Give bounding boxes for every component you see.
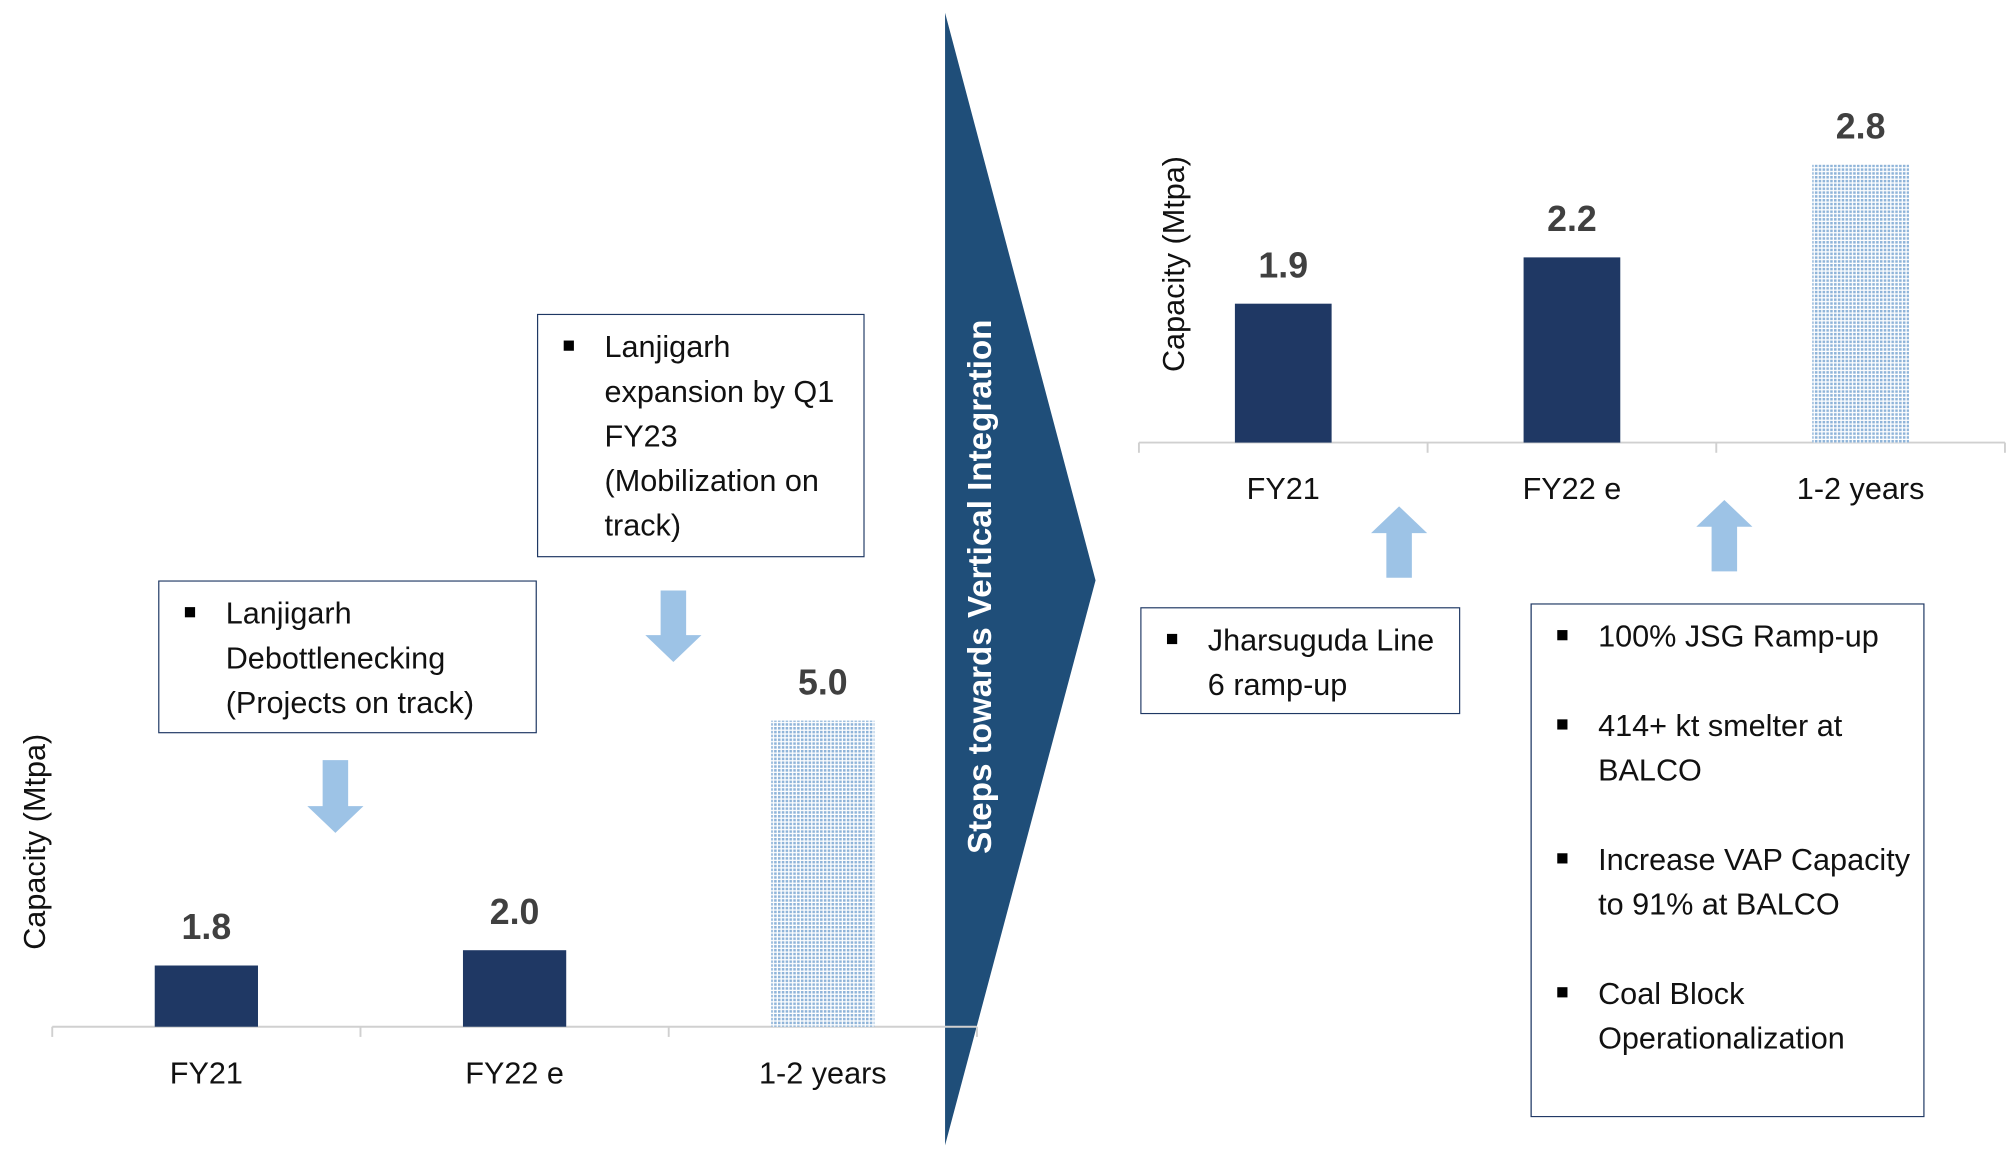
- bar: [771, 720, 875, 1027]
- y-axis-label: Capacity (Mtpa): [18, 734, 52, 950]
- banner-text: Steps towards Vertical Integration: [962, 320, 999, 854]
- banner-arrow: [945, 12, 1096, 1146]
- value-label: 2.0: [490, 892, 540, 932]
- bar: [1234, 303, 1332, 443]
- bar: [1523, 257, 1621, 443]
- x-tick-label: FY21: [1247, 472, 1320, 506]
- note-item: Increase VAP Capacity to 91% at BALCO: [1557, 838, 1913, 927]
- down-arrow: [307, 760, 364, 833]
- note-box: Jharsuguda Line 6 ramp-up: [1140, 607, 1461, 715]
- value-label: 5.0: [798, 662, 848, 702]
- note-box: Jharsuguda Line 6 ramp-up: [1140, 607, 1461, 715]
- note-box: Lanjigarh Debottlenecking (Projects on t…: [158, 580, 537, 734]
- bar: [462, 950, 567, 1027]
- y-axis-label: Capacity (Mtpa): [1157, 156, 1191, 372]
- up-arrow: [1696, 499, 1753, 572]
- value-label: 2.2: [1547, 199, 1597, 239]
- down-arrow: [645, 590, 702, 662]
- up-arrow: [1371, 506, 1428, 578]
- note-box: 100% JSG Ramp-up 414+ kt smelter at BALCO…: [1530, 603, 1925, 1118]
- note-box: 100% JSG Ramp-up 414+ kt smelter at BALCO…: [1530, 603, 1925, 1118]
- note-box: Lanjigarh expansion by Q1 FY23 (Mobiliza…: [536, 313, 865, 558]
- bar: [1812, 164, 1909, 443]
- note-item: Lanjigarh expansion by Q1 FY23 (Mobiliza…: [563, 325, 854, 548]
- value-label: 1.8: [182, 907, 232, 947]
- note-item: Jharsuguda Line 6 ramp-up: [1166, 619, 1449, 708]
- x-tick-label: FY22 e: [465, 1056, 564, 1090]
- arrows: [307, 499, 1753, 833]
- note-box: Lanjigarh Debottlenecking (Projects on t…: [158, 580, 537, 734]
- x-tick-label: 1-2 years: [1797, 472, 1925, 506]
- value-label: 2.8: [1836, 107, 1886, 147]
- note-item: Lanjigarh Debottlenecking (Projects on t…: [184, 592, 526, 726]
- note-item: 100% JSG Ramp-up: [1557, 615, 1913, 660]
- value-label: 1.9: [1258, 245, 1308, 285]
- x-tick-label: FY22 e: [1523, 472, 1622, 506]
- x-tick-label: 1-2 years: [759, 1056, 887, 1090]
- note-item: Coal Block Operationalization: [1557, 972, 1913, 1061]
- x-tick-label: FY21: [170, 1056, 243, 1090]
- note-item: 414+ kt smelter at BALCO: [1557, 704, 1913, 793]
- note-box: Lanjigarh expansion by Q1 FY23 (Mobiliza…: [536, 313, 865, 558]
- bar: [154, 965, 258, 1027]
